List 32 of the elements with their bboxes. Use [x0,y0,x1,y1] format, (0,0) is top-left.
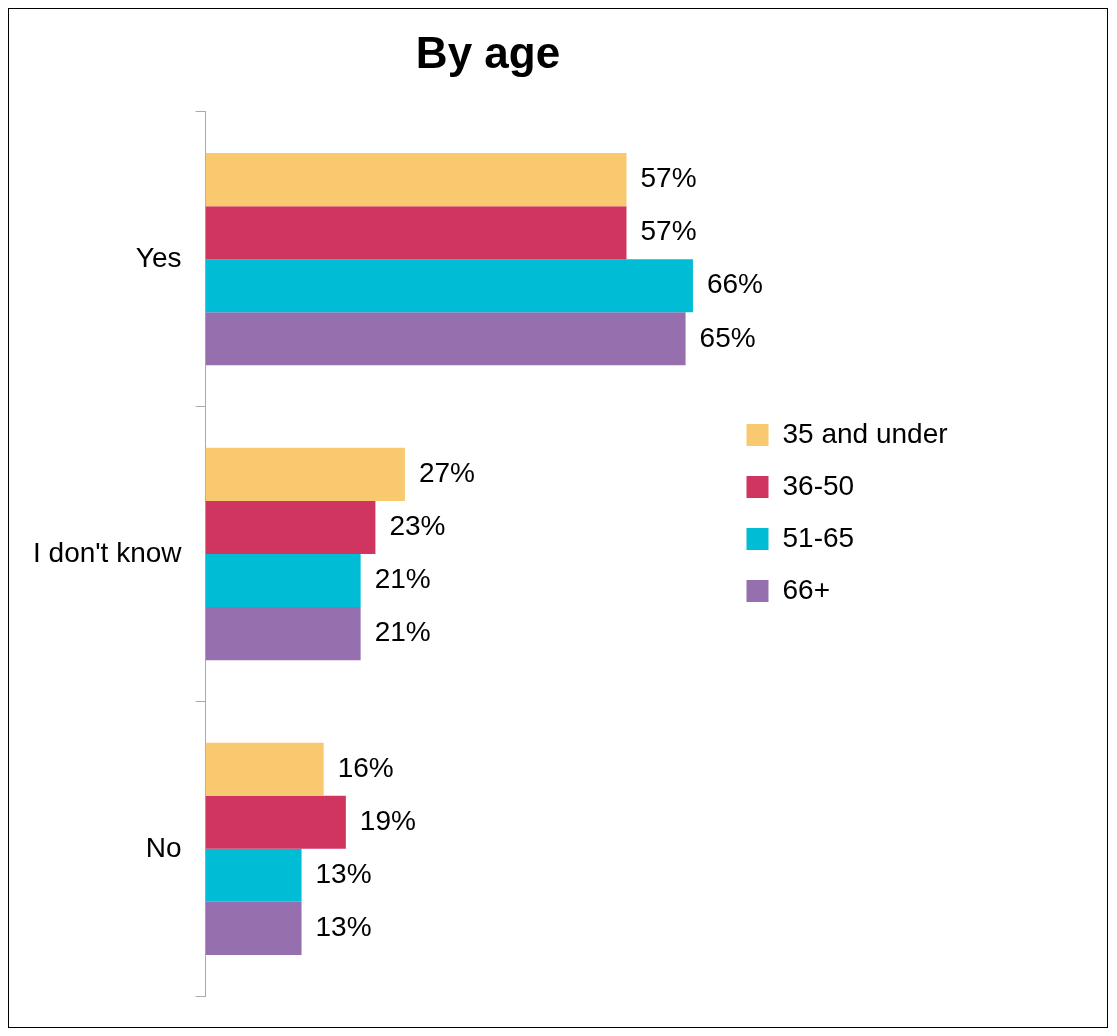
y-tick-label: No [145,831,182,863]
data-label: 65% [699,321,756,353]
data-label: 16% [337,751,394,783]
data-label: 23% [389,510,446,542]
data-label: 19% [359,804,416,836]
bar [205,554,361,608]
data-label: 66% [706,268,764,300]
legend-label: 51-65 [782,521,855,553]
bar [205,607,361,661]
data-label: 21% [374,563,431,595]
bar [205,848,302,902]
bar [205,742,324,796]
bar [205,153,627,207]
legend-label: 35 and under [782,417,948,449]
legend-label: 36-50 [782,469,855,501]
data-label: 57% [640,215,697,247]
data-label: 13% [315,911,372,943]
bar [205,500,376,554]
y-tick-label: I don't know [33,536,183,568]
bar [205,795,346,849]
bar [205,312,686,366]
bar [205,901,302,955]
data-label: 13% [315,858,372,890]
bar [205,206,627,260]
bar [205,259,693,313]
data-label: 57% [640,162,697,194]
y-tick-label: Yes [135,241,182,273]
data-label: 21% [374,616,431,648]
data-label: 27% [418,457,475,489]
chart-title: By age [415,27,561,77]
legend-label: 66+ [782,573,830,605]
bar [205,447,405,501]
